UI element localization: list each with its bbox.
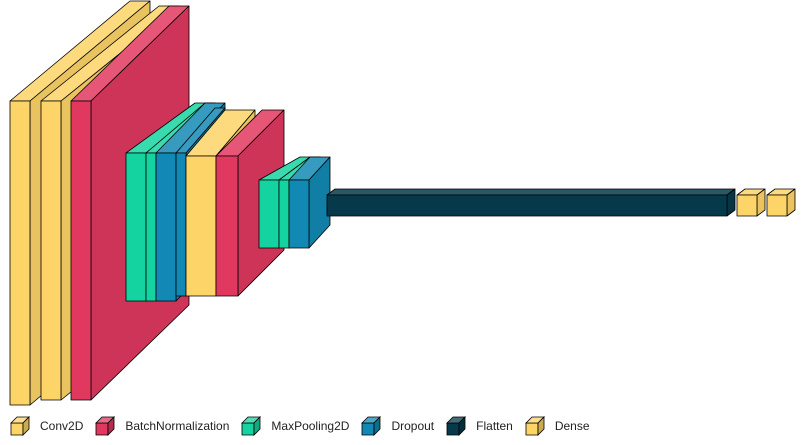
layer-front-face bbox=[40, 100, 62, 401]
dropout-cube-icon bbox=[361, 416, 382, 436]
layer-front-face bbox=[766, 194, 788, 217]
legend-label-batchnormalization: BatchNormalization bbox=[125, 419, 230, 433]
layer-front-face bbox=[9, 100, 31, 406]
layer-front-face bbox=[258, 179, 280, 249]
legend: Conv2D BatchNormalization MaxPooling2D D… bbox=[10, 415, 602, 437]
conv2d-cube-icon bbox=[10, 416, 30, 436]
layer-front-face bbox=[70, 100, 92, 401]
legend-item-dropout: Dropout bbox=[361, 416, 434, 436]
legend-item-flatten: Flatten bbox=[446, 416, 513, 436]
layer-flatten bbox=[326, 188, 736, 217]
legend-label-conv2d: Conv2D bbox=[40, 419, 84, 433]
legend-label-maxpooling2d: MaxPooling2D bbox=[271, 419, 350, 433]
layer-front-face bbox=[125, 152, 147, 302]
layer-dense bbox=[766, 188, 796, 217]
legend-item-maxpooling2d: MaxPooling2D bbox=[241, 416, 349, 436]
legend-label-flatten: Flatten bbox=[476, 419, 513, 433]
legend-label-dense: Dense bbox=[554, 419, 590, 433]
layer-front-face bbox=[215, 155, 239, 297]
layer-front-face bbox=[185, 155, 217, 297]
layer-front-face bbox=[145, 152, 157, 302]
legend-item-dense: Dense bbox=[524, 416, 590, 436]
layer-front-face bbox=[175, 152, 187, 297]
batchnormalization-cube-icon bbox=[95, 416, 116, 436]
layer-front-face bbox=[288, 179, 310, 249]
layer-front-face bbox=[278, 179, 290, 249]
maxpooling2d-cube-icon bbox=[241, 416, 262, 436]
layer-front-face bbox=[326, 194, 728, 217]
layer-front-face bbox=[155, 152, 177, 302]
legend-item-conv2d: Conv2D bbox=[10, 416, 83, 436]
legend-item-batchnormalization: BatchNormalization bbox=[95, 416, 229, 436]
layer-dropout bbox=[288, 156, 331, 249]
flatten-cube-icon bbox=[446, 416, 467, 436]
layer-front-face bbox=[736, 194, 758, 217]
layer-top-face bbox=[326, 188, 736, 196]
dense-cube-icon bbox=[524, 416, 545, 436]
legend-label-dropout: Dropout bbox=[391, 419, 435, 433]
layer-dense bbox=[736, 188, 766, 217]
